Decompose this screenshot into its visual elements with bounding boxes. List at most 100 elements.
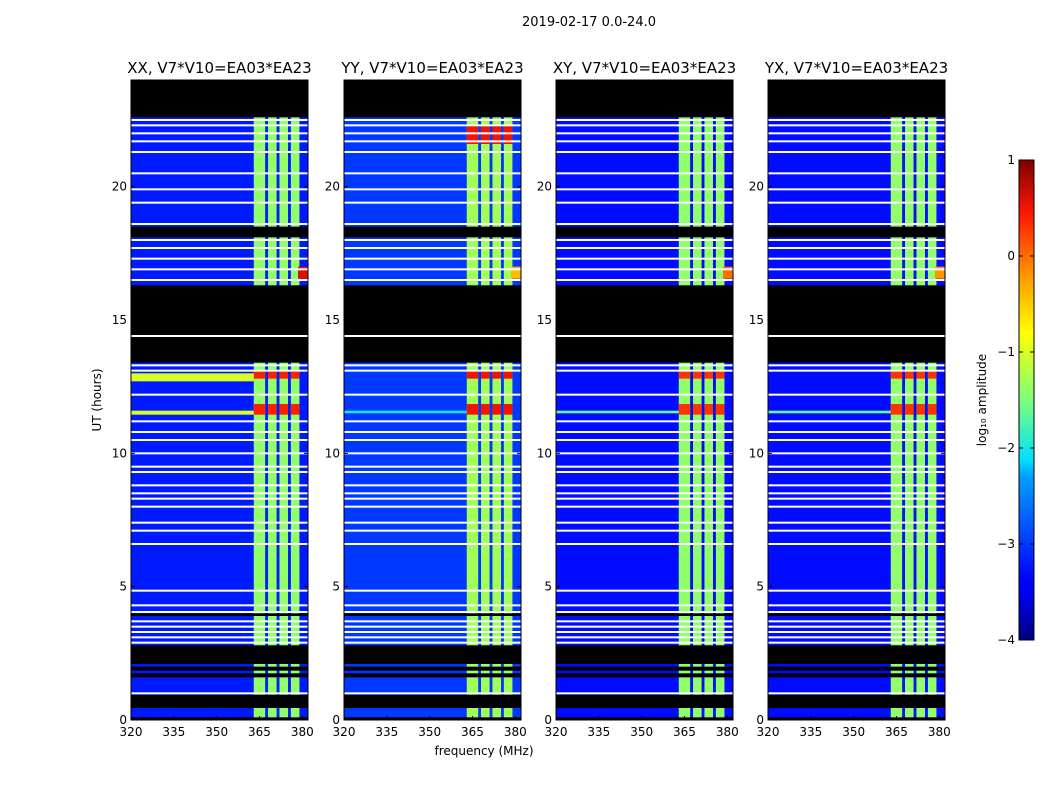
colorbar-tick-label: −3	[997, 537, 1015, 551]
colorbar: −4 −3 −2 −1 0 1 log₁₀ amplitude	[975, 153, 1035, 647]
blank-time-line	[768, 151, 945, 153]
flagged-time-block	[768, 673, 945, 678]
flagged-time-block	[556, 645, 733, 664]
blank-time-line	[131, 692, 308, 695]
blank-time-line	[768, 140, 945, 143]
blank-time-line	[344, 201, 521, 204]
rfi-flare	[715, 370, 725, 379]
blank-time-line	[131, 188, 308, 191]
x-tick-label: 380	[504, 725, 527, 739]
blank-time-line	[131, 492, 308, 495]
rfi-band	[704, 80, 714, 720]
blank-time-line	[556, 611, 733, 613]
blank-time-line	[768, 529, 945, 532]
flagged-time-block	[344, 694, 521, 708]
x-tick-label: 350	[205, 725, 228, 739]
blank-time-line	[344, 223, 521, 225]
blank-time-line	[556, 364, 733, 367]
x-tick-label: 380	[291, 725, 314, 739]
flagged-time-block	[344, 717, 521, 720]
rfi-band	[905, 80, 914, 720]
x-tick-label: 320	[333, 725, 356, 739]
colorbar-gradient	[1018, 159, 1035, 641]
y-tick-label: 0	[332, 713, 340, 727]
y-tick-label: 20	[537, 180, 552, 194]
blank-time-line	[131, 335, 308, 337]
panel-yx: YX, V7*V10=EA03*EA23 320 335 350 365 380 0 5 10 1…	[749, 59, 951, 739]
blank-time-line	[556, 172, 733, 175]
rfi-band	[466, 80, 479, 720]
flagged-time-block	[768, 666, 945, 671]
panel-title: YY, V7*V10=EA03*EA23	[340, 59, 523, 77]
blank-time-line	[131, 140, 308, 143]
blank-time-line	[131, 439, 308, 441]
rfi-flare	[693, 404, 702, 415]
blank-time-line	[768, 471, 945, 473]
flagged-time-block	[344, 613, 521, 616]
blank-time-line	[131, 257, 308, 260]
blank-time-line	[556, 119, 733, 121]
axes-frame	[343, 79, 522, 721]
rfi-flare	[927, 370, 937, 379]
y-tick-label: 15	[537, 313, 552, 327]
blank-time-line	[556, 393, 733, 396]
blank-time-line	[131, 279, 308, 281]
blank-time-line	[556, 124, 733, 127]
rfi-flare	[693, 370, 702, 379]
blank-time-line	[131, 484, 308, 487]
blank-time-line	[556, 420, 733, 423]
corner-hot-spot	[511, 266, 521, 279]
flagged-time-block	[344, 226, 521, 238]
rfi-flare	[481, 370, 490, 379]
blank-time-line	[131, 268, 308, 271]
wideband-rfi	[556, 410, 679, 414]
blank-time-line	[556, 201, 733, 204]
blank-time-line	[131, 364, 308, 367]
x-tick-label: 380	[716, 725, 739, 739]
flagged-time-block	[768, 717, 945, 720]
rfi-flare	[279, 370, 289, 379]
blank-time-line	[556, 631, 733, 633]
blank-time-line	[556, 439, 733, 441]
x-tick-label: 380	[928, 725, 951, 739]
colorbar-label: log₁₀ amplitude	[975, 354, 989, 446]
blank-time-line	[344, 529, 521, 532]
blank-time-line	[768, 625, 945, 628]
blank-time-line	[768, 247, 945, 249]
rfi-flare	[503, 370, 513, 379]
y-tick-label: 5	[119, 580, 127, 594]
rfi-flare	[890, 370, 903, 379]
blank-time-line	[344, 492, 521, 495]
rfi-flare	[905, 404, 914, 415]
y-tick-label: 15	[749, 313, 764, 327]
x-tick-label: 320	[545, 725, 568, 739]
rfi-flare	[279, 404, 289, 415]
blank-time-line	[344, 431, 521, 433]
blank-time-line	[131, 124, 308, 127]
blank-time-line	[344, 620, 521, 623]
rfi-flare	[466, 370, 479, 379]
y-tick-label: 20	[749, 180, 764, 194]
blank-time-line	[768, 431, 945, 433]
blank-time-line	[556, 188, 733, 191]
blank-time-line	[344, 132, 521, 135]
rfi-band	[693, 80, 702, 720]
blank-time-line	[344, 268, 521, 271]
blank-time-line	[344, 393, 521, 396]
blank-time-line	[556, 335, 733, 337]
blank-time-line	[768, 521, 945, 524]
axes-frame	[130, 79, 309, 721]
blank-time-line	[344, 420, 521, 423]
blank-time-line	[768, 439, 945, 441]
blank-time-line	[556, 484, 733, 487]
blank-time-line	[768, 364, 945, 367]
y-tick-label: 10	[749, 446, 764, 460]
blank-time-line	[344, 124, 521, 127]
rfi-flare	[916, 370, 926, 379]
y-tick-label: 10	[112, 446, 127, 460]
blank-time-line	[131, 625, 308, 628]
blank-time-line	[556, 604, 733, 607]
blank-time-line	[556, 369, 733, 372]
blank-time-line	[131, 631, 308, 633]
wideband-rfi	[768, 410, 891, 414]
